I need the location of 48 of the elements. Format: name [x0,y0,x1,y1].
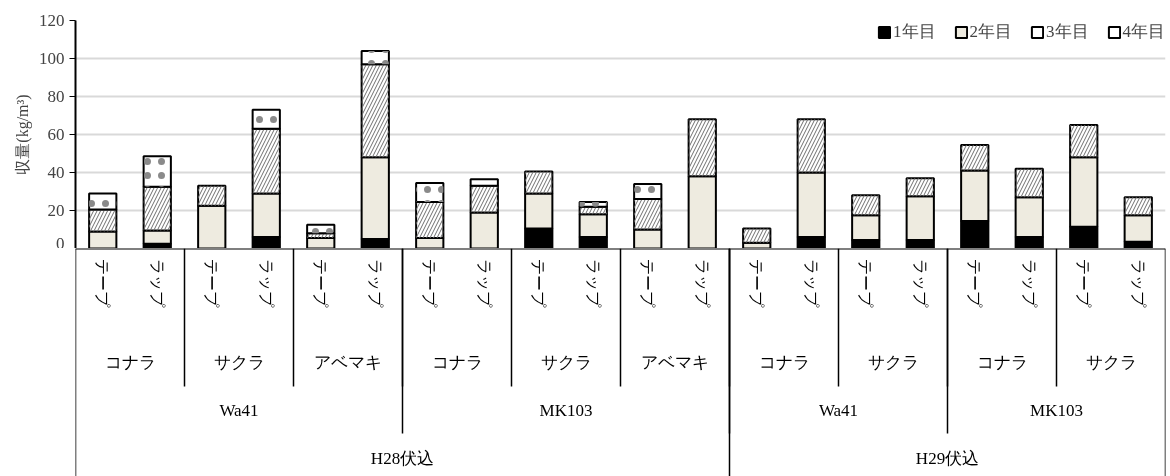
y-axis-title: 収量(kg/m³) [14,94,32,175]
legend-label: 2年目 [969,21,1012,43]
text: サクラ [867,353,919,372]
x-tick-label: ラップ [1129,258,1147,308]
y-tick-label: 20 [47,201,65,220]
text: サクラ [213,353,265,372]
x-tick-label: ラップ [911,258,929,308]
x-tick-label: テープ [748,258,766,308]
y-tick-label: 0 [56,233,65,253]
y-tick-label: 80 [47,87,65,106]
legend-label: 3年目 [1046,21,1089,43]
x-tick-label: テープ [421,258,439,308]
text: H29伏込 [915,449,980,468]
text: MK103 [1030,401,1083,420]
x-tick-label: ラップ [475,258,493,308]
y-tick-label: 120 [39,11,65,30]
x-tick-label: ラップ [257,258,275,308]
x-tick-label: テープ [94,258,112,308]
text: H28伏込 [370,449,435,468]
text: アベマキ [314,353,382,372]
y-tick-label: 40 [47,163,65,182]
x-tick-label: ラップ [802,258,820,308]
y-tick-label: 60 [47,125,65,144]
x-tick-label: ラップ [693,258,711,308]
text: サクラ [1085,353,1137,372]
x-tick-label: ラップ [148,258,166,308]
x-tick-label: テープ [312,258,330,308]
legend-label: 1年目 [893,21,936,43]
x-tick-label: テープ [639,258,657,308]
x-tick-label: テープ [966,258,984,308]
text: コナラ [758,353,810,372]
legend-label: 4年目 [1122,21,1165,43]
x-tick-label: テープ [857,258,875,308]
text: MK103 [539,401,593,420]
text: アベマキ [641,353,709,372]
text: コナラ [976,353,1028,372]
x-tick-label: ラップ [584,258,602,308]
y-tick-label: 100 [39,49,65,68]
x-tick-label: テープ [530,258,548,308]
x-tick-label: テープ [1075,258,1093,308]
text: Wa41 [818,401,859,420]
text: コナラ [104,353,156,372]
text: コナラ [431,353,483,372]
x-tick-label: ラップ [1020,258,1038,308]
x-tick-label: ラップ [366,258,384,308]
x-tick-label: テープ [203,258,221,308]
text: サクラ [540,353,592,372]
text: Wa41 [219,401,259,420]
